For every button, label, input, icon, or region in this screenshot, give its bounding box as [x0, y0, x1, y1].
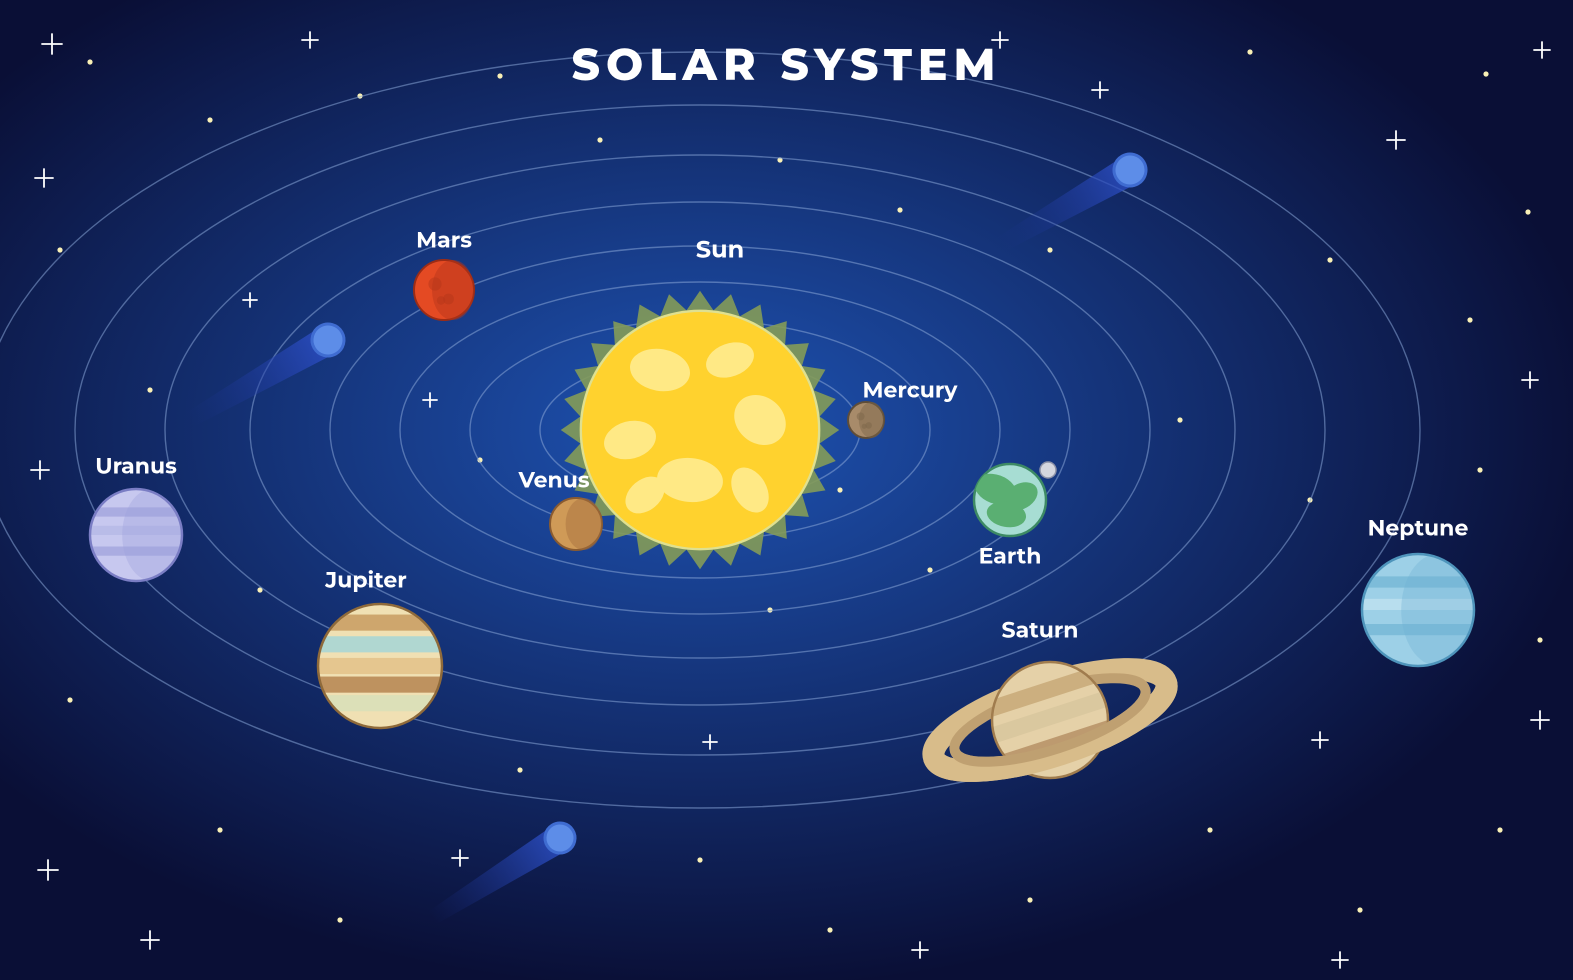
- star-dot: [1477, 467, 1482, 472]
- star-dot: [217, 827, 222, 832]
- planet-jupiter: [318, 604, 442, 728]
- star-dot: [827, 927, 832, 932]
- label-neptune: Neptune: [1368, 515, 1469, 542]
- star-dot: [147, 387, 152, 392]
- planet-uranus: [90, 489, 182, 581]
- star-dot: [897, 207, 902, 212]
- star-dot: [597, 137, 602, 142]
- label-sun: Sun: [696, 236, 744, 265]
- star-dot: [1027, 897, 1032, 902]
- label-uranus: Uranus: [95, 453, 177, 480]
- star-dot: [1327, 257, 1332, 262]
- diagram-title: SOLAR SYSTEM: [0, 38, 1573, 92]
- label-earth: Earth: [979, 543, 1042, 570]
- planet-mercury: [848, 402, 884, 438]
- label-saturn: Saturn: [1002, 617, 1079, 644]
- star-dot: [1207, 827, 1212, 832]
- star-dot: [1467, 317, 1472, 322]
- planet-venus: [550, 498, 602, 550]
- moon: [1040, 462, 1056, 478]
- star-dot: [1525, 209, 1530, 214]
- star-dot: [1047, 247, 1052, 252]
- star-dot: [1497, 827, 1502, 832]
- planet-neptune: [1362, 554, 1474, 666]
- star-dot: [927, 567, 932, 572]
- label-mercury: Mercury: [863, 377, 958, 404]
- star-dot: [1357, 907, 1362, 912]
- star-dot: [517, 767, 522, 772]
- diagram-canvas: [0, 0, 1573, 980]
- star-dot: [207, 117, 212, 122]
- label-mars: Mars: [416, 227, 472, 254]
- label-jupiter: Jupiter: [325, 567, 406, 594]
- label-venus: Venus: [518, 467, 589, 494]
- star-dot: [337, 917, 342, 922]
- star-dot: [1537, 637, 1542, 642]
- star-dot: [837, 487, 842, 492]
- star-dot: [57, 247, 62, 252]
- star-dot: [67, 697, 72, 702]
- solar-system-diagram: SOLAR SYSTEM Sun Mercury Venus Earth Mars Jup…: [0, 0, 1573, 980]
- star-dot: [697, 857, 702, 862]
- star-dot: [1177, 417, 1182, 422]
- planet-mars: [414, 260, 474, 320]
